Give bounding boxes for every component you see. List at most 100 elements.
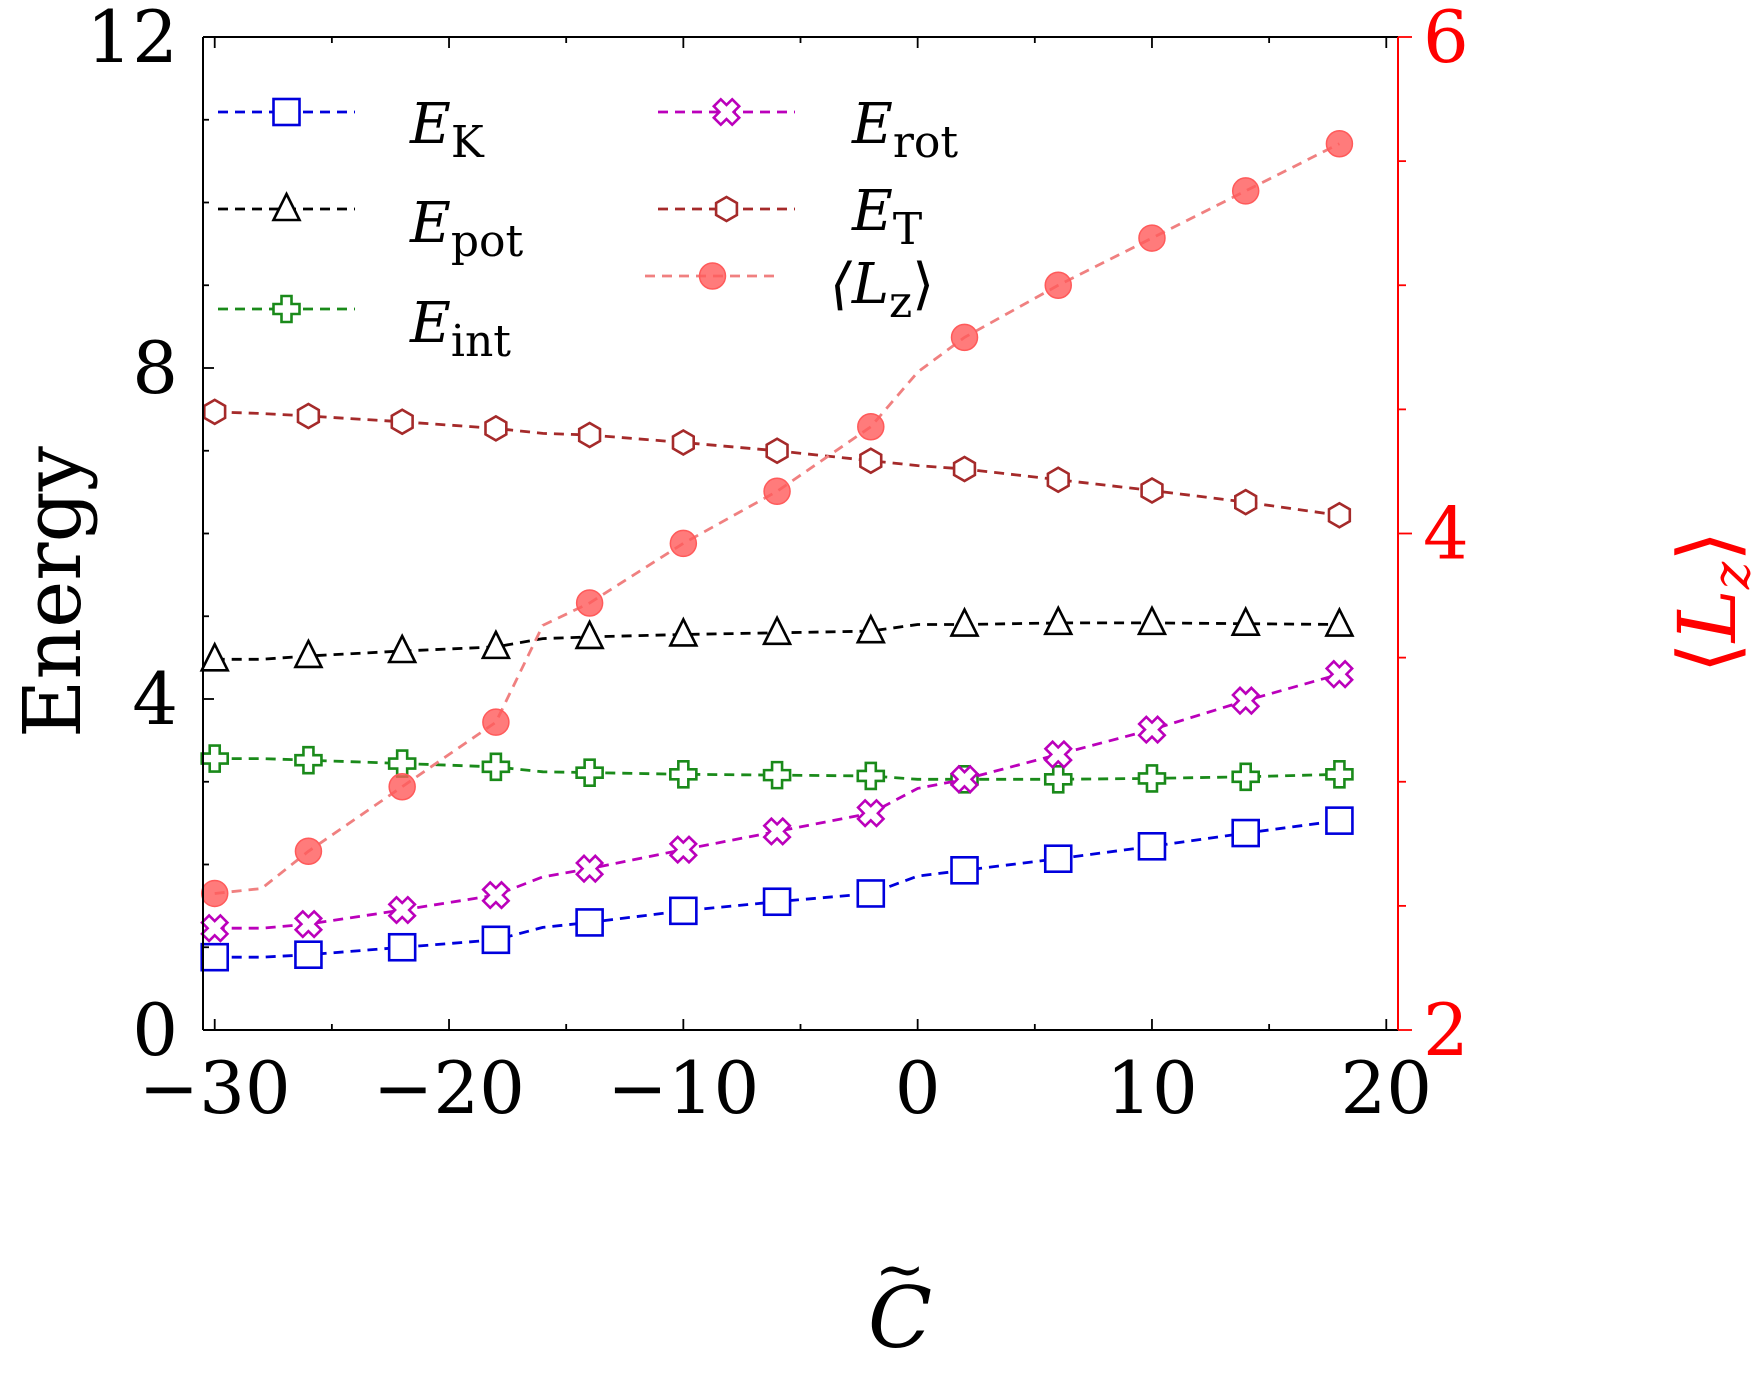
data-point	[669, 529, 698, 558]
data-point	[1043, 739, 1073, 770]
legend-label: Eint	[409, 291, 511, 367]
x-axis-title: C ~	[868, 1235, 932, 1367]
data-point	[294, 940, 323, 969]
x-tick-label: 0	[895, 1046, 941, 1130]
data-point	[1137, 831, 1167, 861]
data-point	[575, 854, 605, 884]
data-point	[1043, 604, 1074, 636]
data-point	[293, 638, 324, 669]
data-point	[668, 835, 698, 865]
legend-label: ET	[851, 179, 922, 255]
data-point	[199, 641, 230, 672]
legend-label: Erot	[851, 92, 958, 168]
axes-layer: −30 −20 −10 0 10 20 0 4 8 12 2 4 6	[86, 0, 1468, 1130]
series-line	[214, 621, 1340, 661]
data-point	[200, 942, 230, 972]
series-E_int	[200, 744, 1354, 794]
data-point	[575, 908, 604, 937]
y2-title-close: ⟩	[1661, 531, 1754, 562]
data-point	[1324, 606, 1355, 637]
y2-title-sub: z	[1702, 561, 1761, 590]
data-point	[484, 414, 508, 442]
data-point	[762, 760, 792, 790]
data-point	[481, 752, 511, 782]
y-tick-label: 4	[132, 657, 178, 741]
data-point	[575, 589, 604, 617]
data-point	[669, 896, 698, 926]
data-point	[387, 633, 418, 664]
data-point	[388, 772, 416, 801]
series-E_K	[200, 806, 1354, 972]
data-point	[761, 614, 793, 646]
legend-marker	[272, 97, 301, 127]
data-point	[1325, 129, 1354, 158]
data-point	[763, 477, 791, 506]
series-line	[214, 410, 1340, 517]
data-point	[574, 619, 605, 650]
data-point	[856, 879, 886, 908]
data-point	[387, 749, 417, 778]
data-point	[1325, 806, 1354, 835]
legend-marker	[714, 195, 739, 223]
legend-label: Epot	[409, 191, 524, 267]
data-point	[949, 764, 980, 794]
legend-item-E_T: ET	[658, 179, 922, 255]
data-point	[1044, 271, 1072, 299]
data-point	[1138, 224, 1166, 252]
data-point	[200, 913, 230, 943]
legend-item-E_pot: Epot	[218, 191, 524, 267]
data-point	[668, 616, 699, 647]
y2-title-open: ⟨	[1661, 642, 1754, 673]
legend-item-⟨L_z⟩: ⟨Lz⟩	[645, 252, 934, 328]
data-point	[1043, 844, 1073, 874]
data-point	[856, 761, 886, 791]
data-point	[1325, 760, 1354, 789]
legend-label: ⟨Lz⟩	[830, 252, 934, 328]
y-axis-title: Energy	[6, 446, 99, 738]
data-point	[577, 421, 602, 449]
data-point	[857, 413, 885, 441]
data-point	[294, 837, 323, 866]
data-point	[1046, 466, 1070, 494]
data-point	[1231, 762, 1260, 792]
y-tick-label: 0	[132, 988, 178, 1072]
data-point	[762, 887, 792, 917]
data-point	[1231, 177, 1260, 205]
data-point	[481, 925, 511, 955]
data-point	[1043, 764, 1073, 794]
y2-axis-title: ⟨Lz⟩	[1661, 531, 1761, 674]
x-tick-label: −10	[607, 1046, 759, 1130]
y2-tick-label: 2	[1423, 988, 1469, 1072]
data-point	[481, 880, 511, 910]
data-point	[952, 455, 977, 483]
y2-tick-label: 6	[1423, 0, 1469, 79]
data-point	[859, 447, 883, 475]
series-⟨L_z⟩	[200, 129, 1354, 908]
legend-marker	[698, 262, 727, 290]
x-tick-label: −30	[139, 1046, 291, 1130]
legend-item-E_K: EK	[218, 92, 485, 168]
legend-item-E_int: Eint	[218, 291, 511, 367]
data-point	[200, 744, 230, 773]
data-point	[950, 855, 979, 885]
data-point	[387, 895, 417, 925]
data-point	[480, 628, 511, 660]
data-point	[1230, 605, 1261, 636]
data-point	[1324, 659, 1354, 689]
svg-text:⟨Lz⟩: ⟨Lz⟩	[1661, 531, 1761, 674]
data-point	[1137, 715, 1167, 745]
data-point	[1234, 488, 1258, 516]
x-axis-title-tilde: ~	[875, 1235, 925, 1305]
y-tick-label: 12	[86, 0, 178, 79]
data-point	[200, 879, 229, 908]
data-point	[1327, 501, 1352, 529]
legend-marker	[272, 294, 301, 324]
data-point	[387, 932, 417, 962]
x-tick-label: 10	[1106, 1046, 1198, 1130]
data-point	[1137, 764, 1167, 793]
x-tick-label: 20	[1340, 1046, 1432, 1130]
y-tick-label: 8	[132, 326, 178, 410]
y2-title-L: L	[1661, 589, 1754, 644]
data-point	[855, 613, 886, 644]
y2-tick-label: 4	[1423, 492, 1469, 576]
